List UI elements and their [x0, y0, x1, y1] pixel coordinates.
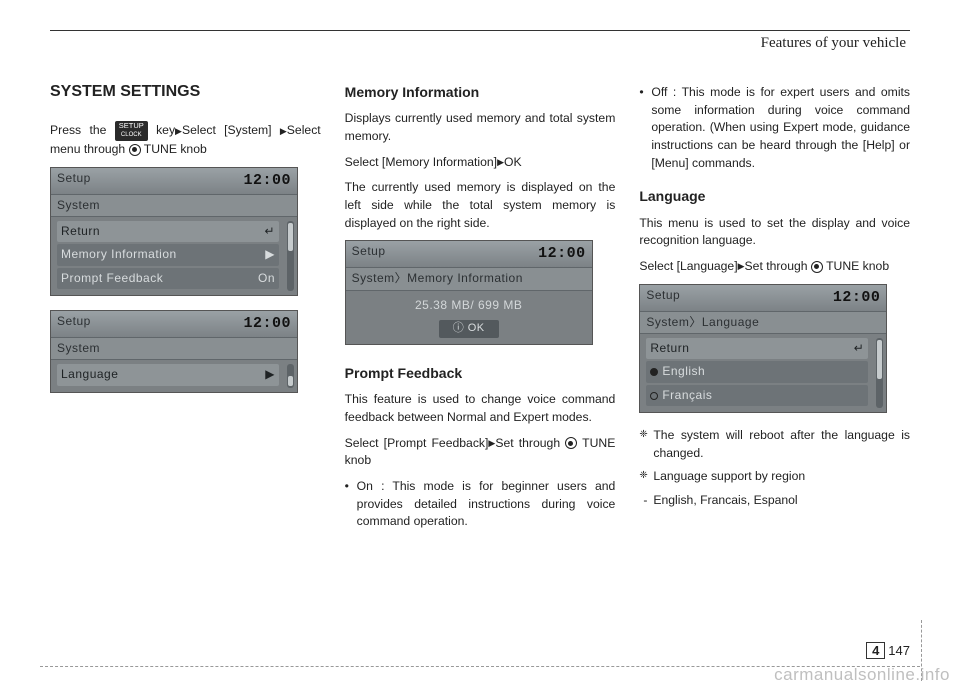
screen-tab-label: Setup [57, 170, 91, 192]
heading-memory-information: Memory Information [345, 82, 616, 102]
column-2: Memory Information Displays currently us… [345, 80, 616, 539]
heading-prompt-feedback: Prompt Feedback [345, 363, 616, 383]
row-label: Return [650, 340, 689, 357]
row-label: Language [61, 366, 118, 383]
screen-tab-label: Setup [57, 313, 91, 335]
screen-row-return: Return ↵ [57, 221, 279, 242]
screen-row-memory: Memory Information ▶ [57, 244, 279, 265]
setup-clock-key-icon: SETUP CLOCK [115, 121, 148, 141]
screen-clock: 12:00 [243, 313, 291, 335]
intro-text-e: TUNE knob [141, 142, 207, 156]
screen-row-english: English [646, 361, 868, 382]
return-icon: ↵ [854, 340, 865, 357]
heading-language: Language [639, 186, 910, 206]
intro-text-b: key [156, 123, 175, 137]
setup-key-line2: CLOCK [121, 132, 142, 138]
return-icon: ↵ [264, 223, 275, 240]
watermark: carmanualsonline.info [774, 665, 950, 685]
prompt-paragraph-2: Select [Prompt Feedback]▶Set through TUN… [345, 435, 616, 470]
screen-tab-label: Setup [352, 243, 386, 265]
screen-breadcrumb: System [51, 194, 297, 217]
lang-paragraph-2: Select [Language]▶Set through TUNE knob [639, 258, 910, 276]
tune-knob-icon [811, 261, 823, 273]
row-label: Prompt Feedback [61, 270, 163, 287]
note-region-langs: English, Francais, Espanol [639, 492, 910, 510]
text: Set through [495, 436, 565, 450]
text: Set through [745, 259, 811, 273]
mem-paragraph-2: Select [Memory Information]▶OK [345, 154, 616, 172]
triangle-icon: ▶ [175, 125, 182, 138]
scrollbar [876, 338, 883, 408]
mem-paragraph-1: Displays currently used memory and total… [345, 110, 616, 145]
screen-clock: 12:00 [538, 243, 586, 265]
tune-knob-icon [565, 437, 577, 449]
header-rule [50, 30, 910, 31]
triangle-icon: ▶ [497, 156, 504, 169]
screen-row-francais: Français [646, 385, 868, 406]
intro-text-c: Select [System] [182, 123, 280, 137]
row-value: On [258, 270, 275, 287]
screenshot-language-menu: Setup 12:00 System〉Language Return ↵ Eng… [639, 284, 887, 413]
intro-paragraph: Press the SETUP CLOCK key▶Select [System… [50, 121, 321, 159]
text: Select [Memory Information] [345, 155, 497, 169]
page-number: 147 [888, 643, 910, 658]
chapter-number: 4 [866, 642, 885, 659]
screen-row-language: Language ▶ [57, 364, 279, 385]
row-label: Return [61, 223, 100, 240]
screen-tab-label: Setup [646, 287, 680, 309]
intro-text-a: Press the [50, 123, 115, 137]
scrollbar [287, 221, 294, 291]
text: Select [Prompt Feedback] [345, 436, 489, 450]
text: Select [Language] [639, 259, 737, 273]
row-label: English [662, 364, 705, 378]
text: TUNE knob [826, 259, 889, 273]
page-footer: 4147 [866, 642, 910, 659]
screen-clock: 12:00 [833, 287, 881, 309]
screen-row-return: Return ↵ [646, 338, 868, 359]
radio-selected-icon [650, 368, 658, 376]
ok-button-graphic: ⓘ OK [439, 320, 499, 338]
memory-usage-value: 25.38 MB/ 699 MB [346, 291, 592, 318]
triangle-icon: ▶ [280, 125, 287, 138]
section-title: SYSTEM SETTINGS [50, 80, 321, 103]
screen-breadcrumb: System [51, 337, 297, 360]
screenshot-memory-info: Setup 12:00 System〉Memory Information 25… [345, 240, 593, 344]
note-reboot: The system will reboot after the languag… [639, 427, 910, 462]
running-head: Features of your vehicle [50, 35, 910, 52]
column-3: Off : This mode is for expert users and … [639, 80, 910, 539]
screen-clock: 12:00 [243, 170, 291, 192]
setup-key-line1: SETUP [119, 121, 144, 130]
bullet-off: Off : This mode is for expert users and … [639, 84, 910, 172]
screenshot-system-menu-2: Setup 12:00 System Language ▶ [50, 310, 298, 393]
row-label: Français [662, 388, 712, 402]
column-1: SYSTEM SETTINGS Press the SETUP CLOCK ke… [50, 80, 321, 539]
screen-row-prompt: Prompt Feedback On [57, 268, 279, 289]
row-label: Memory Information [61, 246, 177, 263]
screen-breadcrumb: System〉Memory Information [346, 267, 592, 290]
lang-paragraph-1: This menu is used to set the display and… [639, 215, 910, 250]
chevron-right-icon: ▶ [265, 366, 275, 383]
scrollbar [287, 364, 294, 387]
note-region: Language support by region [639, 468, 910, 486]
screenshot-system-menu-1: Setup 12:00 System Return ↵ Memory Infor… [50, 167, 298, 296]
chevron-right-icon: ▶ [265, 246, 275, 263]
mem-paragraph-3: The currently used memory is displayed o… [345, 179, 616, 232]
text: OK [504, 155, 522, 169]
prompt-paragraph-1: This feature is used to change voice com… [345, 391, 616, 426]
screen-breadcrumb: System〉Language [640, 311, 886, 334]
bullet-on: On : This mode is for beginner users and… [345, 478, 616, 531]
triangle-icon: ▶ [738, 260, 745, 273]
tune-knob-icon [129, 144, 141, 156]
radio-unselected-icon [650, 392, 658, 400]
